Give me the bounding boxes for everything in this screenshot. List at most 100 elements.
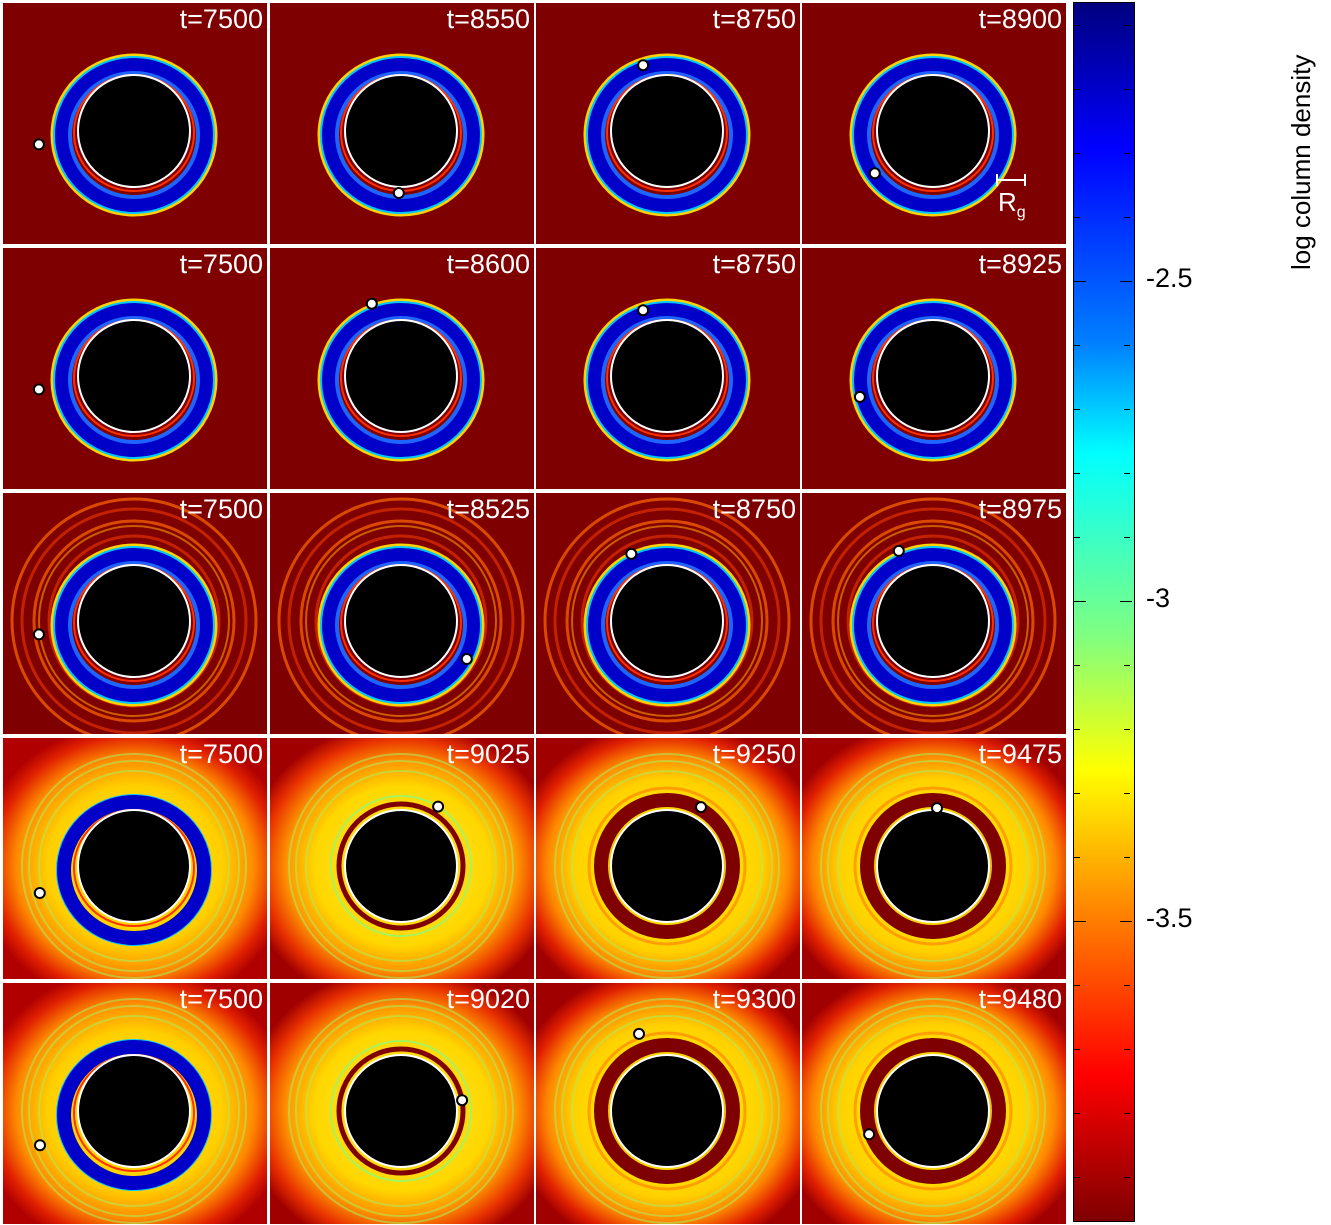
- colorbar-tick: [1074, 345, 1080, 346]
- colorbar-tick: [1124, 985, 1130, 986]
- colorbar-title-text: log column density: [1286, 54, 1316, 270]
- colorbar-tick-label-2: -3: [1146, 583, 1171, 613]
- simulation-panel: t=8975: [802, 493, 1066, 734]
- time-label: t=8525: [446, 494, 530, 524]
- scale-bar-line: [996, 179, 1026, 181]
- colorbar-tick: [1124, 217, 1130, 218]
- colorbar-tick: [1124, 409, 1130, 410]
- simulation-panel: t=9020: [270, 983, 534, 1224]
- simulation-panel: t=8750: [536, 493, 800, 734]
- density-map: [270, 983, 534, 1224]
- panel-grid: t=7500 t=8550 t=8750 t=8900 Rg t=7500 t=8600 t=…: [3, 3, 1066, 1224]
- colorbar-tick: [1074, 793, 1080, 794]
- density-map: [3, 493, 267, 734]
- density-map: [3, 738, 267, 979]
- colorbar-tick: [1074, 1049, 1080, 1050]
- colorbar-tick: [1074, 729, 1080, 730]
- colorbar-tick: [1124, 857, 1130, 858]
- time-label: t=7500: [179, 984, 263, 1014]
- simulation-panel: t=9250: [536, 738, 800, 979]
- density-map: [536, 983, 800, 1224]
- simulation-panel: t=7500: [3, 248, 267, 489]
- time-label: t=7500: [179, 494, 263, 524]
- density-map: [536, 248, 800, 489]
- colorbar-tick: [1120, 921, 1132, 922]
- time-label: t=7500: [179, 739, 263, 769]
- colorbar-tick: [1074, 665, 1080, 666]
- density-map: [536, 738, 800, 979]
- time-label: t=8975: [978, 494, 1062, 524]
- colorbar-tick: [1074, 921, 1086, 922]
- time-label: t=7500: [179, 249, 263, 279]
- colorbar-tick: [1124, 345, 1130, 346]
- time-label: t=8750: [712, 249, 796, 279]
- density-map: [3, 983, 267, 1224]
- colorbar-tick: [1124, 537, 1130, 538]
- density-map: [270, 493, 534, 734]
- colorbar-tick: [1074, 1113, 1080, 1114]
- colorbar-tick: [1074, 1177, 1080, 1178]
- simulation-panel: t=8525: [270, 493, 534, 734]
- colorbar-tick: [1120, 281, 1132, 282]
- simulation-panel: t=8900 Rg: [802, 3, 1066, 244]
- colorbar-gradient: [1073, 2, 1135, 1222]
- time-label: t=8600: [446, 249, 530, 279]
- colorbar: [1073, 0, 1135, 1225]
- colorbar-tick: [1074, 153, 1080, 154]
- time-label: t=8550: [446, 4, 530, 34]
- colorbar-tick: [1124, 153, 1130, 154]
- colorbar-tick: [1074, 857, 1080, 858]
- colorbar-tick: [1074, 25, 1080, 26]
- time-label: t=9475: [978, 739, 1062, 769]
- density-map: [3, 3, 267, 244]
- simulation-panel: t=9475: [802, 738, 1066, 979]
- time-label: t=9025: [446, 739, 530, 769]
- simulation-panel: t=8550: [270, 3, 534, 244]
- colorbar-tick: [1120, 601, 1132, 602]
- time-label: t=9480: [978, 984, 1062, 1014]
- time-label: t=8900: [978, 4, 1062, 34]
- colorbar-tick: [1124, 1177, 1130, 1178]
- colorbar-tick: [1074, 473, 1080, 474]
- colorbar-tick-label-3: -3.5: [1146, 903, 1193, 933]
- colorbar-tick: [1074, 537, 1080, 538]
- simulation-panel: t=8750: [536, 248, 800, 489]
- density-map: [3, 248, 267, 489]
- colorbar-tick: [1124, 729, 1130, 730]
- colorbar-tick: [1074, 281, 1086, 282]
- simulation-panel: t=7500: [3, 3, 267, 244]
- density-map: [270, 738, 534, 979]
- simulation-panel: t=7500: [3, 738, 267, 979]
- density-map: [802, 3, 1066, 244]
- simulation-panel: t=7500: [3, 493, 267, 734]
- colorbar-tick: [1124, 1049, 1130, 1050]
- simulation-panel: t=9025: [270, 738, 534, 979]
- time-label: t=8925: [978, 249, 1062, 279]
- time-label: t=8750: [712, 494, 796, 524]
- simulation-panel: t=8925: [802, 248, 1066, 489]
- colorbar-tick: [1074, 409, 1080, 410]
- colorbar-tick: [1124, 473, 1130, 474]
- colorbar-tick: [1074, 89, 1080, 90]
- simulation-panel: t=8750: [536, 3, 800, 244]
- density-map: [270, 3, 534, 244]
- time-label: t=7500: [179, 4, 263, 34]
- scale-bar-label: R: [998, 187, 1017, 217]
- colorbar-tick: [1124, 1113, 1130, 1114]
- density-map: [802, 248, 1066, 489]
- simulation-panel: t=8600: [270, 248, 534, 489]
- density-map: [270, 248, 534, 489]
- density-map: [536, 3, 800, 244]
- scale-bar-tick-right: [1024, 174, 1026, 186]
- colorbar-tick: [1124, 89, 1130, 90]
- time-label: t=9300: [712, 984, 796, 1014]
- simulation-panel: t=9300: [536, 983, 800, 1224]
- scale-bar-tick-left: [996, 174, 998, 186]
- simulation-panel: t=9480: [802, 983, 1066, 1224]
- colorbar-tick: [1124, 793, 1130, 794]
- density-map: [802, 738, 1066, 979]
- density-map: [802, 983, 1066, 1224]
- time-label: t=8750: [712, 4, 796, 34]
- colorbar-tick: [1074, 985, 1080, 986]
- density-map: [802, 493, 1066, 734]
